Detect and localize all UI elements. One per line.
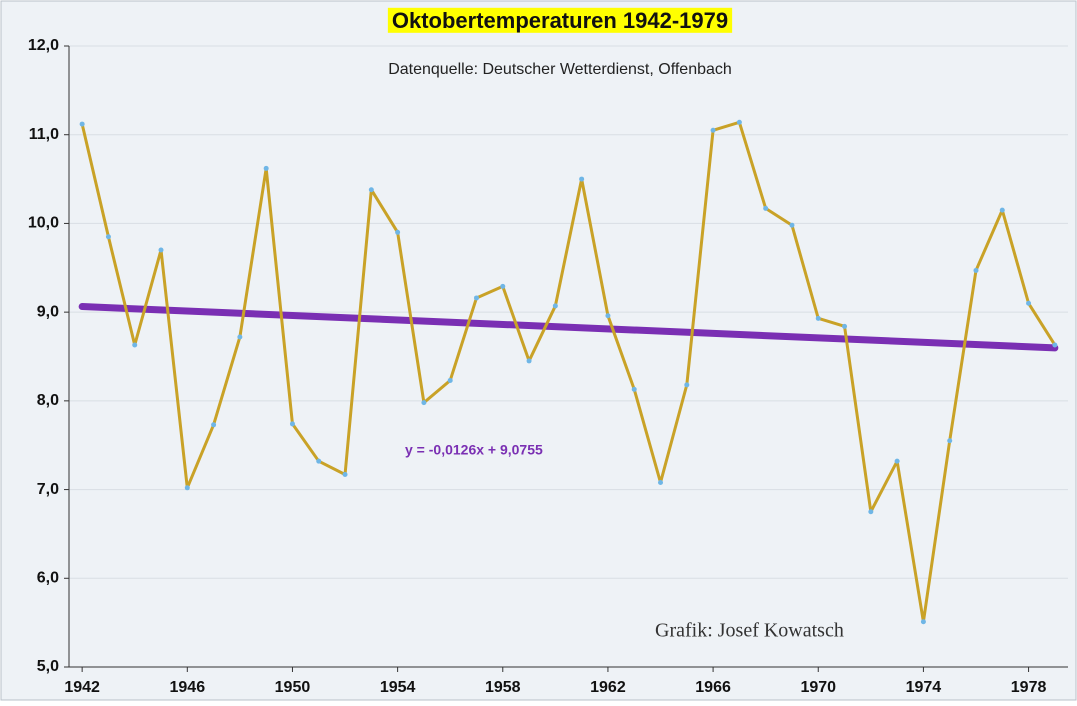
x-tick-label: 1942 bbox=[64, 679, 100, 696]
y-tick-label: 5,0 bbox=[37, 658, 59, 675]
data-point bbox=[105, 234, 111, 240]
x-tick-label: 1974 bbox=[906, 679, 942, 696]
data-point bbox=[868, 509, 874, 515]
x-tick-label: 1970 bbox=[800, 679, 836, 696]
data-point bbox=[736, 119, 742, 125]
x-tick-label: 1966 bbox=[695, 679, 731, 696]
data-point bbox=[552, 303, 558, 309]
x-tick-label: 1962 bbox=[590, 679, 626, 696]
data-point bbox=[999, 207, 1005, 213]
data-point bbox=[842, 323, 848, 329]
data-point bbox=[500, 283, 506, 289]
y-tick-label: 8,0 bbox=[37, 392, 59, 409]
y-tick-label: 12,0 bbox=[28, 37, 59, 54]
data-point bbox=[789, 222, 795, 228]
y-tick-label: 6,0 bbox=[37, 570, 59, 587]
data-point bbox=[815, 315, 821, 321]
data-point bbox=[920, 619, 926, 625]
data-point bbox=[184, 485, 190, 491]
data-point bbox=[132, 342, 138, 348]
data-point bbox=[605, 313, 611, 319]
data-point bbox=[158, 247, 164, 253]
equation-label: y = -0,0126x + 9,0755 bbox=[405, 442, 543, 458]
data-point bbox=[658, 479, 664, 485]
x-tick-label: 1954 bbox=[380, 679, 416, 696]
data-point bbox=[710, 127, 716, 133]
x-tick-label: 1958 bbox=[485, 679, 521, 696]
credit: Grafik: Josef Kowatsch bbox=[655, 620, 844, 642]
data-point bbox=[211, 422, 217, 428]
data-point bbox=[421, 400, 427, 406]
data-point bbox=[579, 176, 585, 182]
data-point bbox=[526, 358, 532, 364]
data-point bbox=[289, 421, 295, 427]
data-point bbox=[973, 267, 979, 273]
data-point bbox=[1052, 342, 1058, 348]
data-point bbox=[79, 121, 85, 127]
data-point bbox=[947, 438, 953, 444]
title-highlight bbox=[387, 7, 733, 33]
chart-title: Oktobertemperaturen 1942-1979 bbox=[392, 8, 728, 33]
y-tick-label: 7,0 bbox=[37, 481, 59, 498]
data-point bbox=[473, 295, 479, 301]
data-point bbox=[342, 471, 348, 477]
y-tick-label: 9,0 bbox=[37, 303, 59, 320]
data-point bbox=[368, 187, 374, 193]
y-tick-label: 11,0 bbox=[29, 126, 59, 143]
x-tick-label: 1946 bbox=[170, 679, 206, 696]
data-point bbox=[263, 165, 269, 171]
data-point bbox=[316, 458, 322, 464]
data-point bbox=[763, 205, 769, 211]
data-point bbox=[237, 334, 243, 340]
x-tick-label: 1950 bbox=[275, 679, 311, 696]
x-tick-label: 1978 bbox=[1011, 679, 1047, 696]
data-point bbox=[1026, 300, 1032, 306]
data-point bbox=[631, 386, 637, 392]
data-point bbox=[684, 382, 690, 388]
data-point bbox=[447, 377, 453, 383]
data-point bbox=[395, 229, 401, 235]
y-tick-label: 10,0 bbox=[28, 215, 59, 232]
data-point bbox=[894, 458, 900, 464]
data-line bbox=[80, 120, 1057, 624]
chart-subtitle: Datenquelle: Deutscher Wetterdienst, Off… bbox=[388, 61, 732, 78]
